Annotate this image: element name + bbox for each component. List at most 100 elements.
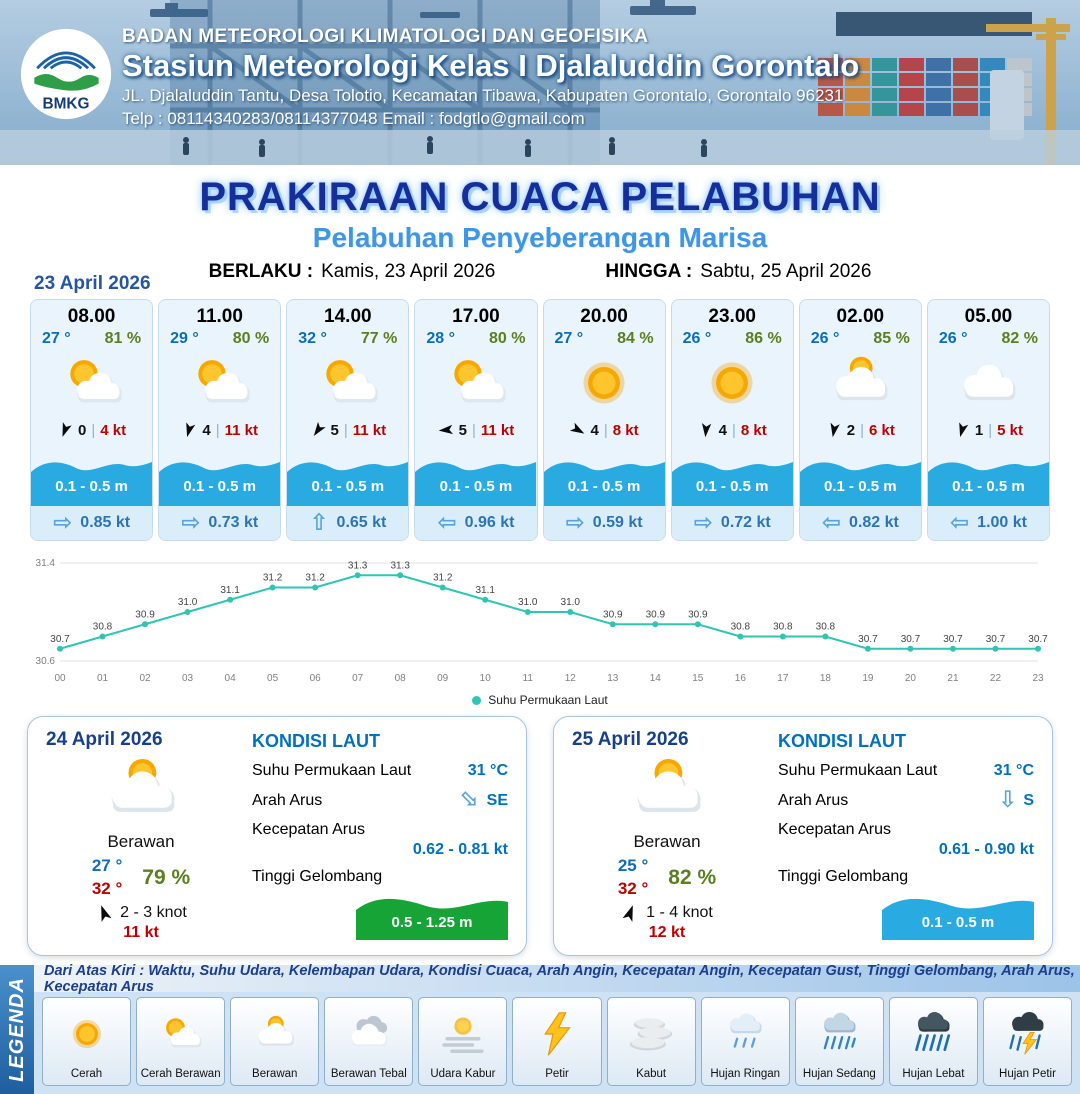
daily-summary-card: 24 April 2026 Berawan 27 ° 32 ° 79 % 2 -…	[27, 716, 527, 956]
svg-text:11: 11	[523, 673, 534, 684]
humidity: 79 %	[142, 865, 191, 889]
hujan-sedang-icon	[813, 1001, 865, 1068]
hourly-forecast-card: 11.00 29 ° 80 % 4 | 11 kt 0.1 - 0.5 m ⇨ …	[158, 299, 282, 541]
svg-text:30.9: 30.9	[646, 609, 666, 620]
svg-text:31.1: 31.1	[220, 585, 240, 596]
date-label: 24 April 2026	[46, 729, 163, 750]
legend-item: Cerah	[42, 997, 132, 1086]
svg-text:31.0: 31.0	[178, 597, 198, 608]
svg-text:13: 13	[607, 673, 619, 684]
hourly-forecast-card: 05.00 26 ° 82 % 1 | 5 kt 0.1 - 0.5 m ⇦ 1…	[926, 299, 1050, 541]
svg-text:30.7: 30.7	[1028, 634, 1048, 645]
temp-humidity-row: 29 ° 80 %	[159, 330, 280, 348]
gust-speed: 5 kt	[997, 421, 1023, 439]
legend-item-label: Hujan Ringan	[710, 1067, 781, 1080]
temp-humidity-row: 27 ° 81 %	[31, 330, 152, 348]
agency-name: BADAN METEOROLOGI KLIMATOLOGI DAN GEOFIS…	[122, 26, 649, 47]
legend-description: Dari Atas Kiri : Waktu, Suhu Udara, Kele…	[34, 963, 1080, 995]
humidity: 82 %	[668, 865, 717, 889]
svg-text:01: 01	[97, 673, 109, 684]
current-direction-value: SE	[486, 791, 508, 809]
sea-conditions-panel: KONDISI LAUT Suhu Permukaan Laut 31 °C A…	[762, 729, 1034, 943]
svg-text:08: 08	[395, 673, 407, 684]
berawan-icon	[800, 348, 921, 418]
station-name: Stasiun Meteorologi Kelas I Djalaluddin …	[122, 48, 860, 83]
harbor-illustration	[0, 0, 1080, 165]
wind-speed: 0	[78, 421, 87, 439]
hourly-cards: 08.00 27 ° 81 % 0 | 4 kt 0.1 - 0.5 m ⇨ 0…	[0, 299, 1080, 541]
page-title: PRAKIRAAN CUACA PELABUHAN	[199, 175, 881, 219]
svg-text:30.9: 30.9	[603, 609, 623, 620]
sst-chart: 31.4 30.6 30.7 00 30.8 01 30.9 02 31.0 03 31.1 04 31…	[30, 547, 1050, 692]
humidity: 84 %	[617, 330, 654, 347]
svg-text:30.6: 30.6	[36, 656, 56, 667]
sea-conditions-heading: KONDISI LAUT	[252, 731, 380, 751]
wind-direction-icon	[306, 419, 328, 441]
temp-humidity-row: 26 ° 86 %	[672, 330, 793, 348]
current-direction-row: Arah Arus ⇩ S	[778, 789, 1034, 812]
legend-item: Hujan Ringan	[700, 997, 790, 1086]
legend-section: LEGENDA Dari Atas Kiri : Waktu, Suhu Uda…	[0, 963, 1080, 1094]
sst-label: Suhu Permukaan Laut	[778, 762, 938, 779]
legend-item: Berawan Tebal	[324, 997, 414, 1086]
svg-text:30.9: 30.9	[688, 609, 708, 620]
svg-text:30.8: 30.8	[816, 622, 836, 633]
cerah-icon	[672, 348, 793, 418]
svg-text:18: 18	[820, 673, 832, 684]
wind-row: 1 - 4 knot	[621, 904, 713, 922]
current-direction-value: S	[1023, 791, 1034, 809]
svg-text:31.3: 31.3	[348, 560, 368, 571]
legend-title: LEGENDA	[5, 977, 28, 1082]
legend-item-label: Cerah Berawan	[140, 1067, 221, 1080]
wave-height-value: 0.5 - 1.25 m	[391, 914, 473, 931]
wave-height-band: 0.1 - 0.5 m	[287, 456, 409, 506]
wind-range: 1 - 4 knot	[646, 903, 713, 921]
temp-humidity-row: 28 ° 80 %	[415, 330, 536, 348]
svg-text:16: 16	[735, 673, 747, 684]
wave-height-band: 0.1 - 0.5 m	[159, 456, 281, 506]
berawan-icon	[621, 751, 713, 831]
hourly-forecast-card: 14.00 32 ° 77 % 5 | 11 kt 0.1 - 0.5 m ⇧ …	[286, 299, 410, 541]
current-row: ⇨ 0.85 kt	[31, 506, 153, 540]
time-label: 02.00	[836, 306, 885, 327]
temp-humidity-row: 26 ° 85 %	[800, 330, 921, 348]
current-direction-icon: ⇦	[949, 509, 970, 536]
berlaku: BERLAKU : Kamis, 23 April 2026	[209, 261, 496, 283]
hourly-forecast-card: 23.00 26 ° 86 % 4 | 8 kt 0.1 - 0.5 m ⇨ 0…	[670, 299, 794, 541]
hingga-value: Sabtu, 25 April 2026	[700, 261, 872, 282]
air-temperature: 29 °	[170, 330, 199, 347]
temp-humidity-row: 32 ° 77 %	[287, 330, 408, 348]
legend-item: Hujan Sedang	[794, 997, 884, 1086]
sst-row: Suhu Permukaan Laut 31 °C	[252, 762, 508, 780]
wind-direction-icon	[952, 420, 972, 440]
wave-height-band: 0.1 - 0.5 m	[543, 456, 665, 506]
gust-speed: 11 kt	[480, 421, 515, 439]
wave-height-band: 0.1 - 0.5 m	[671, 456, 793, 506]
temps-row: 25 ° 32 ° 82 %	[618, 855, 716, 901]
svg-text:02: 02	[139, 673, 151, 684]
wave-height-row: Tinggi Gelombang 0.1 - 0.5 m	[778, 868, 1034, 940]
condition-label: Berawan	[633, 832, 701, 851]
wind-row: 2 - 3 knot	[95, 904, 187, 922]
legend-item: Kabut	[606, 997, 696, 1086]
wind-direction-icon	[55, 420, 76, 441]
wave-height-graphic: 0.5 - 1.25 m	[356, 888, 508, 940]
wind-range: 2 - 3 knot	[120, 903, 187, 921]
temp-humidity-row: 27 ° 84 %	[544, 330, 665, 348]
svg-text:23: 23	[1032, 673, 1044, 684]
wind-direction-icon	[824, 421, 843, 440]
current-speed: 0.85 kt	[80, 514, 131, 531]
time-label: 23.00	[708, 306, 756, 327]
time-label: 14.00	[324, 306, 372, 327]
wind-row: 4 | 8 kt	[672, 418, 793, 442]
svg-text:14: 14	[650, 673, 662, 684]
current-speed: 0.72 kt	[720, 514, 771, 531]
legend-item: Hujan Lebat	[888, 997, 978, 1086]
current-speed: 1.00 kt	[977, 514, 1027, 531]
svg-text:30.8: 30.8	[773, 622, 793, 633]
current-speed: 0.59 kt	[592, 514, 643, 531]
wind-speed: 4	[202, 421, 211, 439]
legend-item-label: Cerah	[70, 1067, 103, 1080]
air-temperature: 32 °	[298, 330, 327, 347]
humidity: 86 %	[745, 330, 782, 347]
